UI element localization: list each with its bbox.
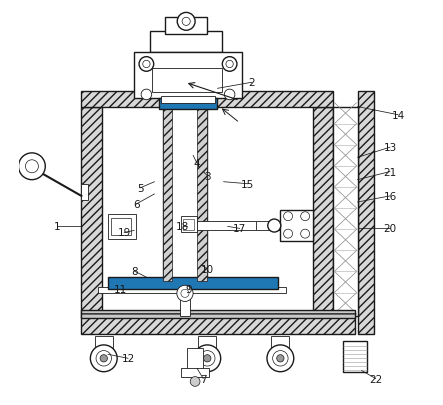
Text: 10: 10 <box>201 264 214 274</box>
Bar <box>108 279 278 288</box>
Circle shape <box>277 355 284 362</box>
Bar <box>152 69 222 93</box>
Bar <box>97 288 287 294</box>
Bar <box>163 107 171 281</box>
Text: 21: 21 <box>383 167 396 177</box>
Circle shape <box>301 230 310 239</box>
Bar <box>197 107 207 281</box>
Circle shape <box>143 61 150 68</box>
Circle shape <box>177 286 193 302</box>
Bar <box>82 310 355 318</box>
Text: 2: 2 <box>249 78 255 88</box>
Circle shape <box>139 58 154 72</box>
Bar <box>108 215 136 239</box>
Bar <box>165 18 207 34</box>
Bar <box>82 316 355 334</box>
Circle shape <box>222 58 237 72</box>
Text: 18: 18 <box>176 222 190 232</box>
Text: 22: 22 <box>369 374 382 384</box>
Text: 12: 12 <box>121 354 135 363</box>
Text: 5: 5 <box>137 183 144 193</box>
Circle shape <box>226 61 233 68</box>
Circle shape <box>301 212 310 221</box>
Circle shape <box>190 377 200 386</box>
Text: 19: 19 <box>117 228 131 238</box>
Text: 11: 11 <box>113 285 127 294</box>
Bar <box>159 99 218 109</box>
Bar <box>151 32 222 53</box>
Circle shape <box>284 230 292 239</box>
Circle shape <box>96 351 112 366</box>
Text: 9: 9 <box>186 285 192 294</box>
Circle shape <box>267 345 294 372</box>
Circle shape <box>19 153 45 180</box>
Text: 20: 20 <box>384 224 396 234</box>
Circle shape <box>194 345 221 372</box>
Text: 14: 14 <box>392 111 405 120</box>
Bar <box>134 53 242 99</box>
Bar <box>205 99 218 109</box>
Circle shape <box>284 212 292 221</box>
Bar <box>197 222 256 230</box>
Bar <box>95 336 113 348</box>
Bar <box>111 219 132 236</box>
Circle shape <box>25 160 39 173</box>
Bar <box>82 107 102 316</box>
Text: 4: 4 <box>194 159 200 169</box>
Circle shape <box>224 90 235 100</box>
Text: 13: 13 <box>383 143 396 153</box>
Text: 6: 6 <box>133 200 140 209</box>
Bar <box>82 184 88 200</box>
Bar <box>183 220 194 230</box>
Text: 16: 16 <box>383 192 396 201</box>
Bar <box>181 369 210 377</box>
Bar <box>159 99 171 109</box>
Bar <box>358 92 374 334</box>
Bar <box>343 341 367 372</box>
Bar <box>272 336 289 348</box>
Circle shape <box>204 355 211 362</box>
Bar <box>187 348 203 371</box>
Circle shape <box>141 90 152 100</box>
Bar <box>198 336 216 348</box>
Circle shape <box>181 290 189 298</box>
Text: 3: 3 <box>204 171 210 181</box>
Bar <box>108 277 278 290</box>
Bar <box>333 107 358 316</box>
Circle shape <box>177 13 195 31</box>
Text: 7: 7 <box>200 374 206 384</box>
Bar <box>313 107 333 316</box>
Text: 1: 1 <box>54 222 60 232</box>
Bar <box>82 92 333 107</box>
Circle shape <box>268 220 281 232</box>
Circle shape <box>272 351 288 366</box>
Text: 15: 15 <box>241 179 255 189</box>
Bar <box>161 97 215 103</box>
Bar <box>180 294 190 316</box>
Circle shape <box>182 18 190 26</box>
Text: 8: 8 <box>131 266 137 276</box>
Bar <box>280 211 313 241</box>
Circle shape <box>90 345 117 372</box>
Text: 17: 17 <box>233 224 246 234</box>
Circle shape <box>200 351 215 366</box>
Bar <box>181 217 197 233</box>
Circle shape <box>100 355 107 362</box>
Bar <box>163 107 207 281</box>
